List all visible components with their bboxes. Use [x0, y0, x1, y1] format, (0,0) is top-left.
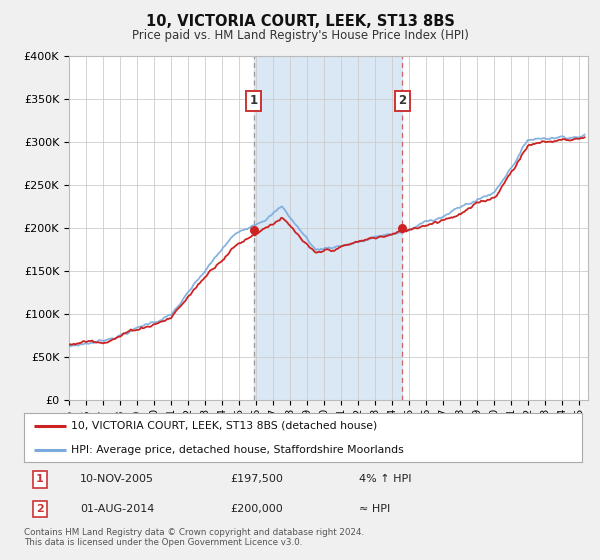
Text: 2: 2 [36, 504, 43, 514]
Bar [254, 56, 402, 400]
Text: 01-AUG-2014: 01-AUG-2014 [80, 504, 154, 514]
Text: Price paid vs. HM Land Registry's House Price Index (HPI): Price paid vs. HM Land Registry's House … [131, 29, 469, 42]
Text: 10-NOV-2005: 10-NOV-2005 [80, 474, 154, 484]
Text: ≈ HPI: ≈ HPI [359, 504, 390, 514]
Text: 4% ↑ HPI: 4% ↑ HPI [359, 474, 412, 484]
Text: 2: 2 [398, 94, 406, 108]
Text: 1: 1 [250, 94, 258, 108]
Text: £200,000: £200,000 [230, 504, 283, 514]
Text: 10, VICTORIA COURT, LEEK, ST13 8BS: 10, VICTORIA COURT, LEEK, ST13 8BS [146, 14, 454, 29]
Text: HPI: Average price, detached house, Staffordshire Moorlands: HPI: Average price, detached house, Staf… [71, 445, 404, 455]
Text: Contains HM Land Registry data © Crown copyright and database right 2024.
This d: Contains HM Land Registry data © Crown c… [24, 528, 364, 547]
Text: £197,500: £197,500 [230, 474, 283, 484]
Text: 10, VICTORIA COURT, LEEK, ST13 8BS (detached house): 10, VICTORIA COURT, LEEK, ST13 8BS (deta… [71, 421, 377, 431]
Text: 1: 1 [36, 474, 43, 484]
